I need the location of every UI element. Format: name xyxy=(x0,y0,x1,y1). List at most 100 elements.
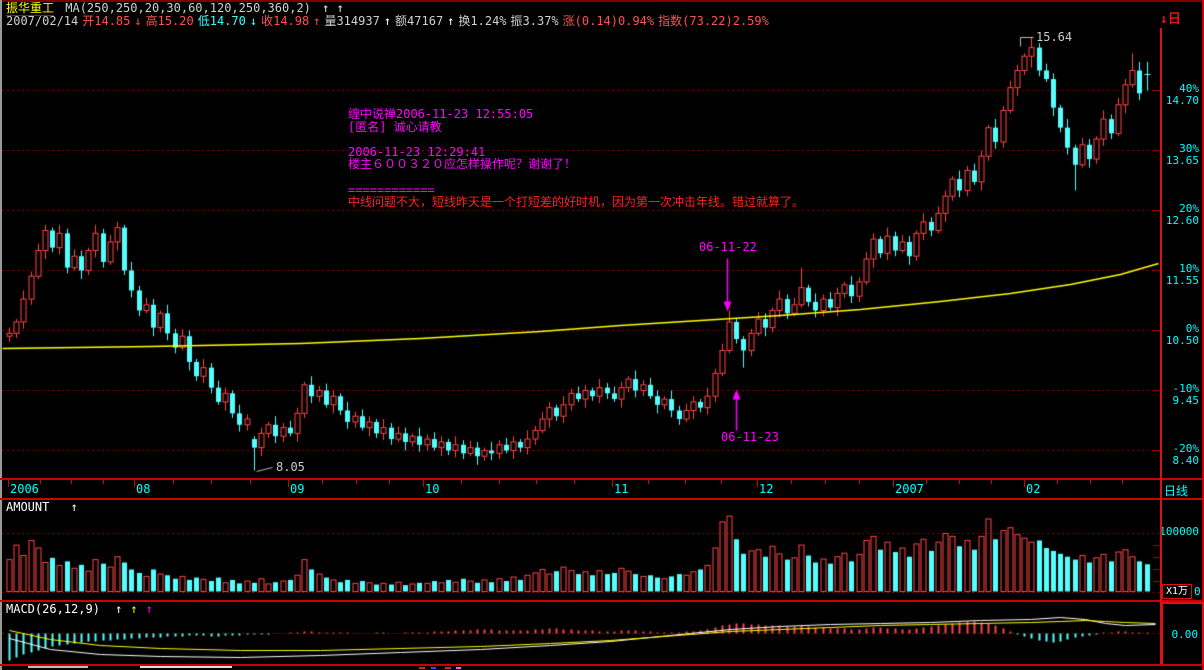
forum-message-line: [匿名] 诚心请教 xyxy=(348,119,442,134)
header-field: 低14.70 xyxy=(197,14,246,28)
price-axis-value: 11.55 xyxy=(1165,274,1199,287)
axis-tick xyxy=(389,479,390,484)
axis-tick xyxy=(757,479,758,487)
period-label[interactable]: 日线 xyxy=(1164,484,1189,498)
macd-chart-canvas[interactable] xyxy=(2,602,1160,664)
amount-grid-label: 100000 xyxy=(1159,525,1199,538)
axis-tick xyxy=(103,479,104,484)
window-corner-icon[interactable]: ↓日 xyxy=(1160,8,1181,27)
forum-message-line: 2006-11-23 12:29:41 xyxy=(348,144,486,159)
amount-chart-canvas[interactable] xyxy=(2,499,1160,601)
chart-annotation-text: 8.05 xyxy=(276,460,305,474)
axis-tick xyxy=(1057,479,1058,484)
price-axis-percent: 40% xyxy=(1179,82,1199,95)
top-border xyxy=(0,0,1204,2)
chart-annotation-text: 06-11-23 xyxy=(721,430,779,444)
axis-tick xyxy=(71,479,72,484)
header-field: ↑ xyxy=(383,14,392,28)
header-field: 量314937 xyxy=(324,14,380,28)
axis-tick xyxy=(423,479,424,487)
axis-tick xyxy=(288,479,289,487)
header-line-1: 振华重工 MA(250,250,20,30,60,120,250,360,2) … xyxy=(6,1,348,16)
header-field: 额47167 xyxy=(395,14,444,28)
header-field: ↓ xyxy=(249,14,258,28)
date-axis-label: 2006 xyxy=(10,482,39,496)
ma-settings-label: MA(250,250,20,30,60,120,250,360,2) xyxy=(65,1,311,15)
axis-tick xyxy=(40,479,41,484)
axis-tick xyxy=(791,479,792,484)
down-arrow-icon: ↓ xyxy=(1160,12,1168,27)
axis-tick xyxy=(173,479,174,484)
header-field: ↑ xyxy=(447,14,455,28)
price-axis-percent: -20% xyxy=(1172,442,1200,455)
price-axis-value: 10.50 xyxy=(1165,334,1199,347)
axis-tick xyxy=(612,479,613,487)
axis-tick xyxy=(211,479,212,484)
header-field: 涨(0.14)0.94% xyxy=(562,14,655,28)
candlestick-chart-canvas[interactable] xyxy=(2,28,1160,478)
axis-tick xyxy=(721,479,722,484)
ma-trend-arrows: ↑ ↑ xyxy=(322,1,344,15)
axis-tick xyxy=(1024,479,1025,487)
stock-name: 振华重工 xyxy=(6,1,55,16)
chart-annotation-text: 06-11-22 xyxy=(699,240,757,254)
price-axis-percent: 0% xyxy=(1185,322,1199,335)
axis-tick xyxy=(1122,479,1123,484)
axis-tick xyxy=(959,479,960,484)
axis-tick xyxy=(356,479,357,484)
cutoff-panel-strip xyxy=(0,666,1204,670)
axis-tick xyxy=(648,479,649,484)
header-line-2: 2007/02/14 开14.85 ↓ 高15.20 低14.70 ↓ 收14.98 ↑ 量31… xyxy=(6,15,773,28)
macd-zero-value: 0.00 xyxy=(1171,627,1199,641)
header-field: ↓ xyxy=(134,14,142,28)
axis-tick xyxy=(926,479,927,484)
date-axis-label: 10 xyxy=(425,482,440,496)
calendar-day-icon: 日 xyxy=(1167,12,1181,27)
price-axis-value: 12.60 xyxy=(1165,214,1199,227)
forum-message-line: ============ xyxy=(348,182,435,197)
axis-rail xyxy=(1160,28,1162,665)
macd-panel-top-border xyxy=(0,600,1204,602)
amount-zero-label: 0 xyxy=(1194,585,1201,598)
amount-unit-box: X1万 xyxy=(1162,584,1192,599)
header-field: 换1.24% xyxy=(458,14,507,28)
price-axis-value: 14.70 xyxy=(1165,94,1199,107)
header-field: 开14.85 xyxy=(82,14,131,28)
date-axis-label: 11 xyxy=(614,482,629,496)
axis-band-top-border xyxy=(0,478,1204,480)
forum-message-line: 中线问题不大，短线昨天是一个打短差的好时机，因为第一次冲击年线。错过就算了。 xyxy=(348,195,805,210)
date-axis-label: 08 xyxy=(136,482,151,496)
axis-tick xyxy=(825,479,826,484)
price-axis-value: 13.65 xyxy=(1165,154,1199,167)
date-axis-label: 2007 xyxy=(895,482,924,496)
date-axis-label: 02 xyxy=(1026,482,1041,496)
date-axis-label: 09 xyxy=(290,482,305,496)
forum-message-line: 缠中说禅2006-11-23 12:55:05 xyxy=(348,107,534,121)
left-border xyxy=(0,0,2,670)
axis-tick xyxy=(991,479,992,484)
header-field: ↑ xyxy=(313,14,321,28)
header-field: 收14.98 xyxy=(261,14,310,28)
price-axis-value: 8.40 xyxy=(1172,454,1200,467)
forum-message-line: 楼主６００３２０应怎样操作呢？谢谢了！ xyxy=(348,157,577,172)
macd-value-box: 0.00 xyxy=(1161,602,1204,666)
price-axis-value: 9.45 xyxy=(1172,394,1200,407)
axis-tick xyxy=(134,479,135,487)
price-axis-percent: 30% xyxy=(1179,142,1199,155)
header-field: 2007/02/14 xyxy=(6,14,79,28)
axis-tick xyxy=(859,479,860,484)
axis-tick xyxy=(499,479,500,484)
axis-tick xyxy=(8,479,9,487)
price-axis-percent: 10% xyxy=(1179,262,1199,275)
axis-tick xyxy=(1090,479,1091,484)
axis-tick xyxy=(574,479,575,484)
axis-tick xyxy=(685,479,686,484)
price-axis-percent: 20% xyxy=(1179,202,1199,215)
axis-tick xyxy=(536,479,537,484)
chart-annotation-text: 15.64 xyxy=(1036,30,1073,44)
axis-tick xyxy=(250,479,251,484)
header-field: 指数(73.22)2.59% xyxy=(658,14,769,28)
header-field: 高15.20 xyxy=(145,14,194,28)
bottom-panel-border xyxy=(0,664,1204,666)
